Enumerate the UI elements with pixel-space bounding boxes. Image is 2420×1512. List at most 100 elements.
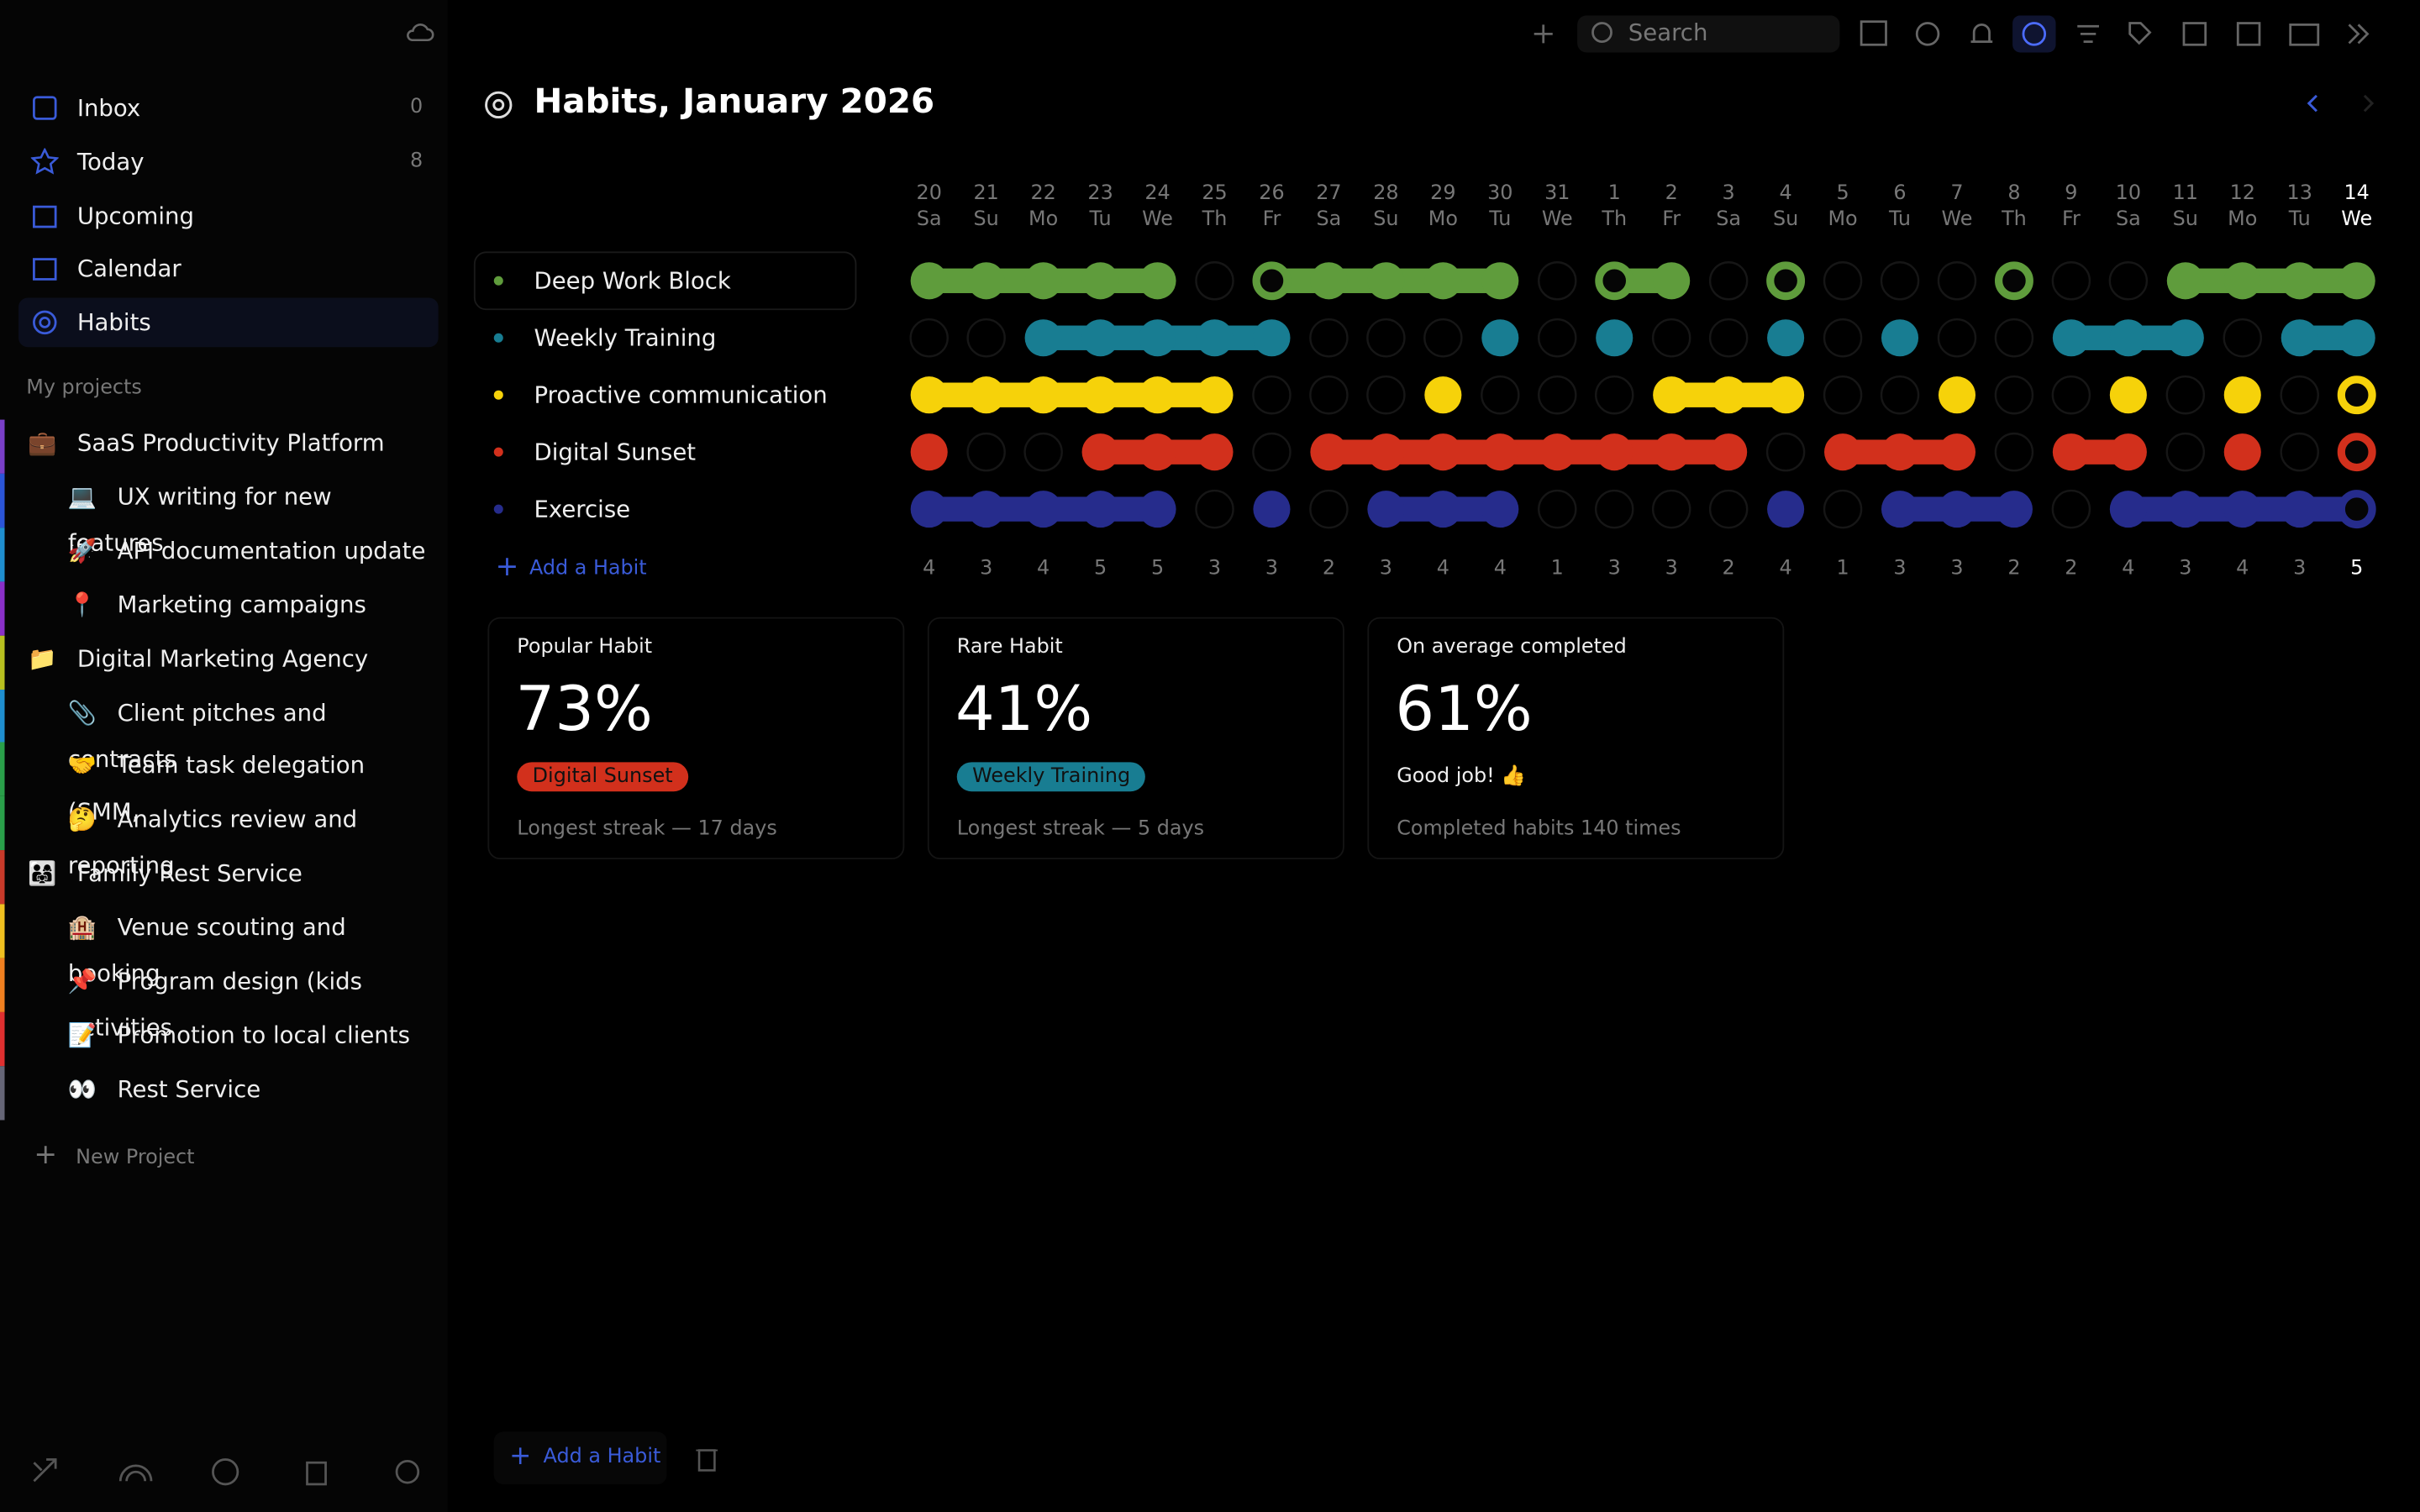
subproject[interactable]: 📍 Marketing campaigns — [68, 581, 429, 627]
project-label[interactable]: UX writing for new features — [67, 482, 332, 557]
habit-cell[interactable] — [2337, 490, 2376, 529]
project[interactable]: 📁 Digital Marketing Agency — [28, 635, 429, 681]
habit-cell[interactable] — [2052, 433, 2090, 471]
habit-cell[interactable] — [1139, 433, 1176, 471]
nav-item[interactable]: Inbox 0 — [18, 83, 439, 133]
habit-cell[interactable] — [1596, 319, 1634, 357]
add-habit-plus[interactable]: + — [496, 549, 519, 582]
project[interactable]: 💼 SaaS Productivity Platform — [28, 420, 429, 466]
habit-cell[interactable] — [2052, 319, 2090, 357]
timer-icon[interactable] — [1915, 22, 1940, 46]
habit-cell[interactable] — [1881, 433, 1919, 471]
project-label[interactable]: Client pitches and contracts — [67, 698, 327, 773]
habit-cell[interactable] — [910, 433, 948, 471]
subproject[interactable]: 🚀 API documentation update — [68, 528, 429, 574]
project-label[interactable]: Rest Service — [117, 1074, 261, 1103]
habit-cell[interactable] — [1595, 261, 1634, 301]
shuffle-icon[interactable] — [33, 1458, 57, 1483]
habit-cell[interactable] — [1823, 489, 1863, 529]
habits-tab[interactable] — [2012, 15, 2056, 53]
habit-cell[interactable] — [1481, 319, 1519, 357]
habit-cell[interactable] — [1252, 375, 1292, 415]
habit-cell[interactable] — [1309, 318, 1349, 358]
habit-cell[interactable] — [2165, 375, 2206, 415]
habit-cell[interactable] — [1880, 261, 1920, 301]
tag-icon[interactable] — [2128, 22, 2152, 45]
footer-add-habit-label[interactable]: Add a Habit — [543, 1446, 661, 1469]
footer-trash[interactable] — [695, 1444, 719, 1472]
settings-icon[interactable] — [395, 1460, 420, 1484]
habit-cell[interactable] — [1539, 433, 1576, 471]
habit-cell[interactable] — [1366, 375, 1406, 415]
sync-icon[interactable] — [404, 20, 435, 45]
project-label[interactable]: Venue scouting and booking — [67, 913, 346, 988]
project-label[interactable]: Team task delegation (SMM, — [67, 752, 366, 827]
next-month[interactable] — [2363, 94, 2375, 113]
habit-cell[interactable] — [1766, 261, 1806, 301]
habit-cell[interactable] — [2051, 261, 2091, 301]
habit-cell[interactable] — [1481, 262, 1519, 300]
habit-cell[interactable] — [1081, 376, 1119, 414]
subproject[interactable]: 💻 UX writing for new features — [68, 474, 429, 566]
project-label[interactable]: Promotion to local clients — [117, 1021, 410, 1049]
habit-cell[interactable] — [1481, 491, 1519, 528]
habit-cell[interactable] — [1538, 489, 1577, 529]
project-label[interactable]: Family Rest Service — [76, 859, 302, 888]
habit-cell[interactable] — [1252, 432, 1292, 472]
nav-item[interactable]: Upcoming — [18, 191, 439, 240]
habit-cell[interactable] — [1596, 433, 1634, 471]
window-icon[interactable] — [2289, 24, 2320, 46]
habit-cell[interactable] — [2338, 262, 2375, 300]
habit-cell[interactable] — [1081, 433, 1119, 471]
habit-cell[interactable] — [1252, 261, 1292, 301]
habit-cell[interactable] — [2109, 433, 2147, 471]
habit-cell[interactable] — [2280, 375, 2319, 415]
habit-cell[interactable] — [1424, 262, 1462, 300]
habit-cell[interactable] — [2109, 319, 2147, 357]
habit-cell[interactable] — [1994, 432, 2034, 472]
new-project[interactable]: + New Project — [34, 1138, 195, 1172]
habit-cell[interactable] — [1767, 319, 1805, 357]
habit-cell[interactable] — [1424, 433, 1462, 471]
habit-cell[interactable] — [1253, 319, 1291, 357]
habit-cell[interactable] — [2281, 262, 2318, 300]
habit-cell[interactable] — [2166, 491, 2204, 528]
habit-cell[interactable] — [1367, 433, 1405, 471]
project-label[interactable]: Program design (kids activities — [67, 967, 362, 1042]
habit-cell[interactable] — [1367, 262, 1405, 300]
habit-cell[interactable] — [1937, 318, 1977, 358]
habit-cell[interactable] — [1651, 489, 1691, 529]
subproject[interactable]: 🤔 Analytics review and reporting — [68, 796, 429, 889]
nav-label[interactable]: Today — [76, 147, 145, 176]
habit-cell[interactable] — [1708, 318, 1749, 358]
project-label[interactable]: Digital Marketing Agency — [76, 644, 369, 673]
habit-cell[interactable] — [1594, 489, 1634, 529]
prev-month[interactable] — [2307, 94, 2317, 113]
habit-cell[interactable] — [1765, 432, 1806, 472]
habit-cell[interactable] — [1823, 375, 1863, 415]
habit-name[interactable]: Deep Work Block — [534, 267, 731, 294]
habit-cell[interactable] — [1710, 376, 1748, 414]
habit-cell[interactable] — [1309, 375, 1349, 415]
subproject[interactable]: 📝 Promotion to local clients — [68, 1012, 429, 1058]
habit-cell[interactable] — [2109, 491, 2147, 528]
trash-icon[interactable] — [306, 1461, 327, 1486]
habit-cell[interactable] — [2051, 375, 2091, 415]
habit-cell[interactable] — [1139, 491, 1176, 528]
habit-cell[interactable] — [1994, 375, 2034, 415]
habit-cell[interactable] — [2166, 262, 2204, 300]
add-icon[interactable] — [1534, 24, 1553, 44]
subproject[interactable]: 🤝 Team task delegation (SMM, — [68, 743, 429, 835]
arc-icon[interactable] — [118, 1464, 153, 1482]
habit-cell[interactable] — [1366, 318, 1406, 358]
habit-cell[interactable] — [1880, 375, 1920, 415]
habit-cell[interactable] — [2337, 375, 2376, 415]
nav-item[interactable]: Today 8 — [18, 137, 439, 186]
habit-cell[interactable] — [2223, 318, 2263, 358]
new-project-label[interactable]: New Project — [76, 1146, 195, 1170]
habit-cell[interactable] — [1310, 433, 1348, 471]
nav-label[interactable]: Upcoming — [76, 201, 194, 229]
habit-cell[interactable] — [1823, 261, 1863, 301]
focus-icon[interactable] — [2236, 22, 2261, 46]
subproject[interactable]: 📎 Client pitches and contracts — [68, 689, 429, 781]
